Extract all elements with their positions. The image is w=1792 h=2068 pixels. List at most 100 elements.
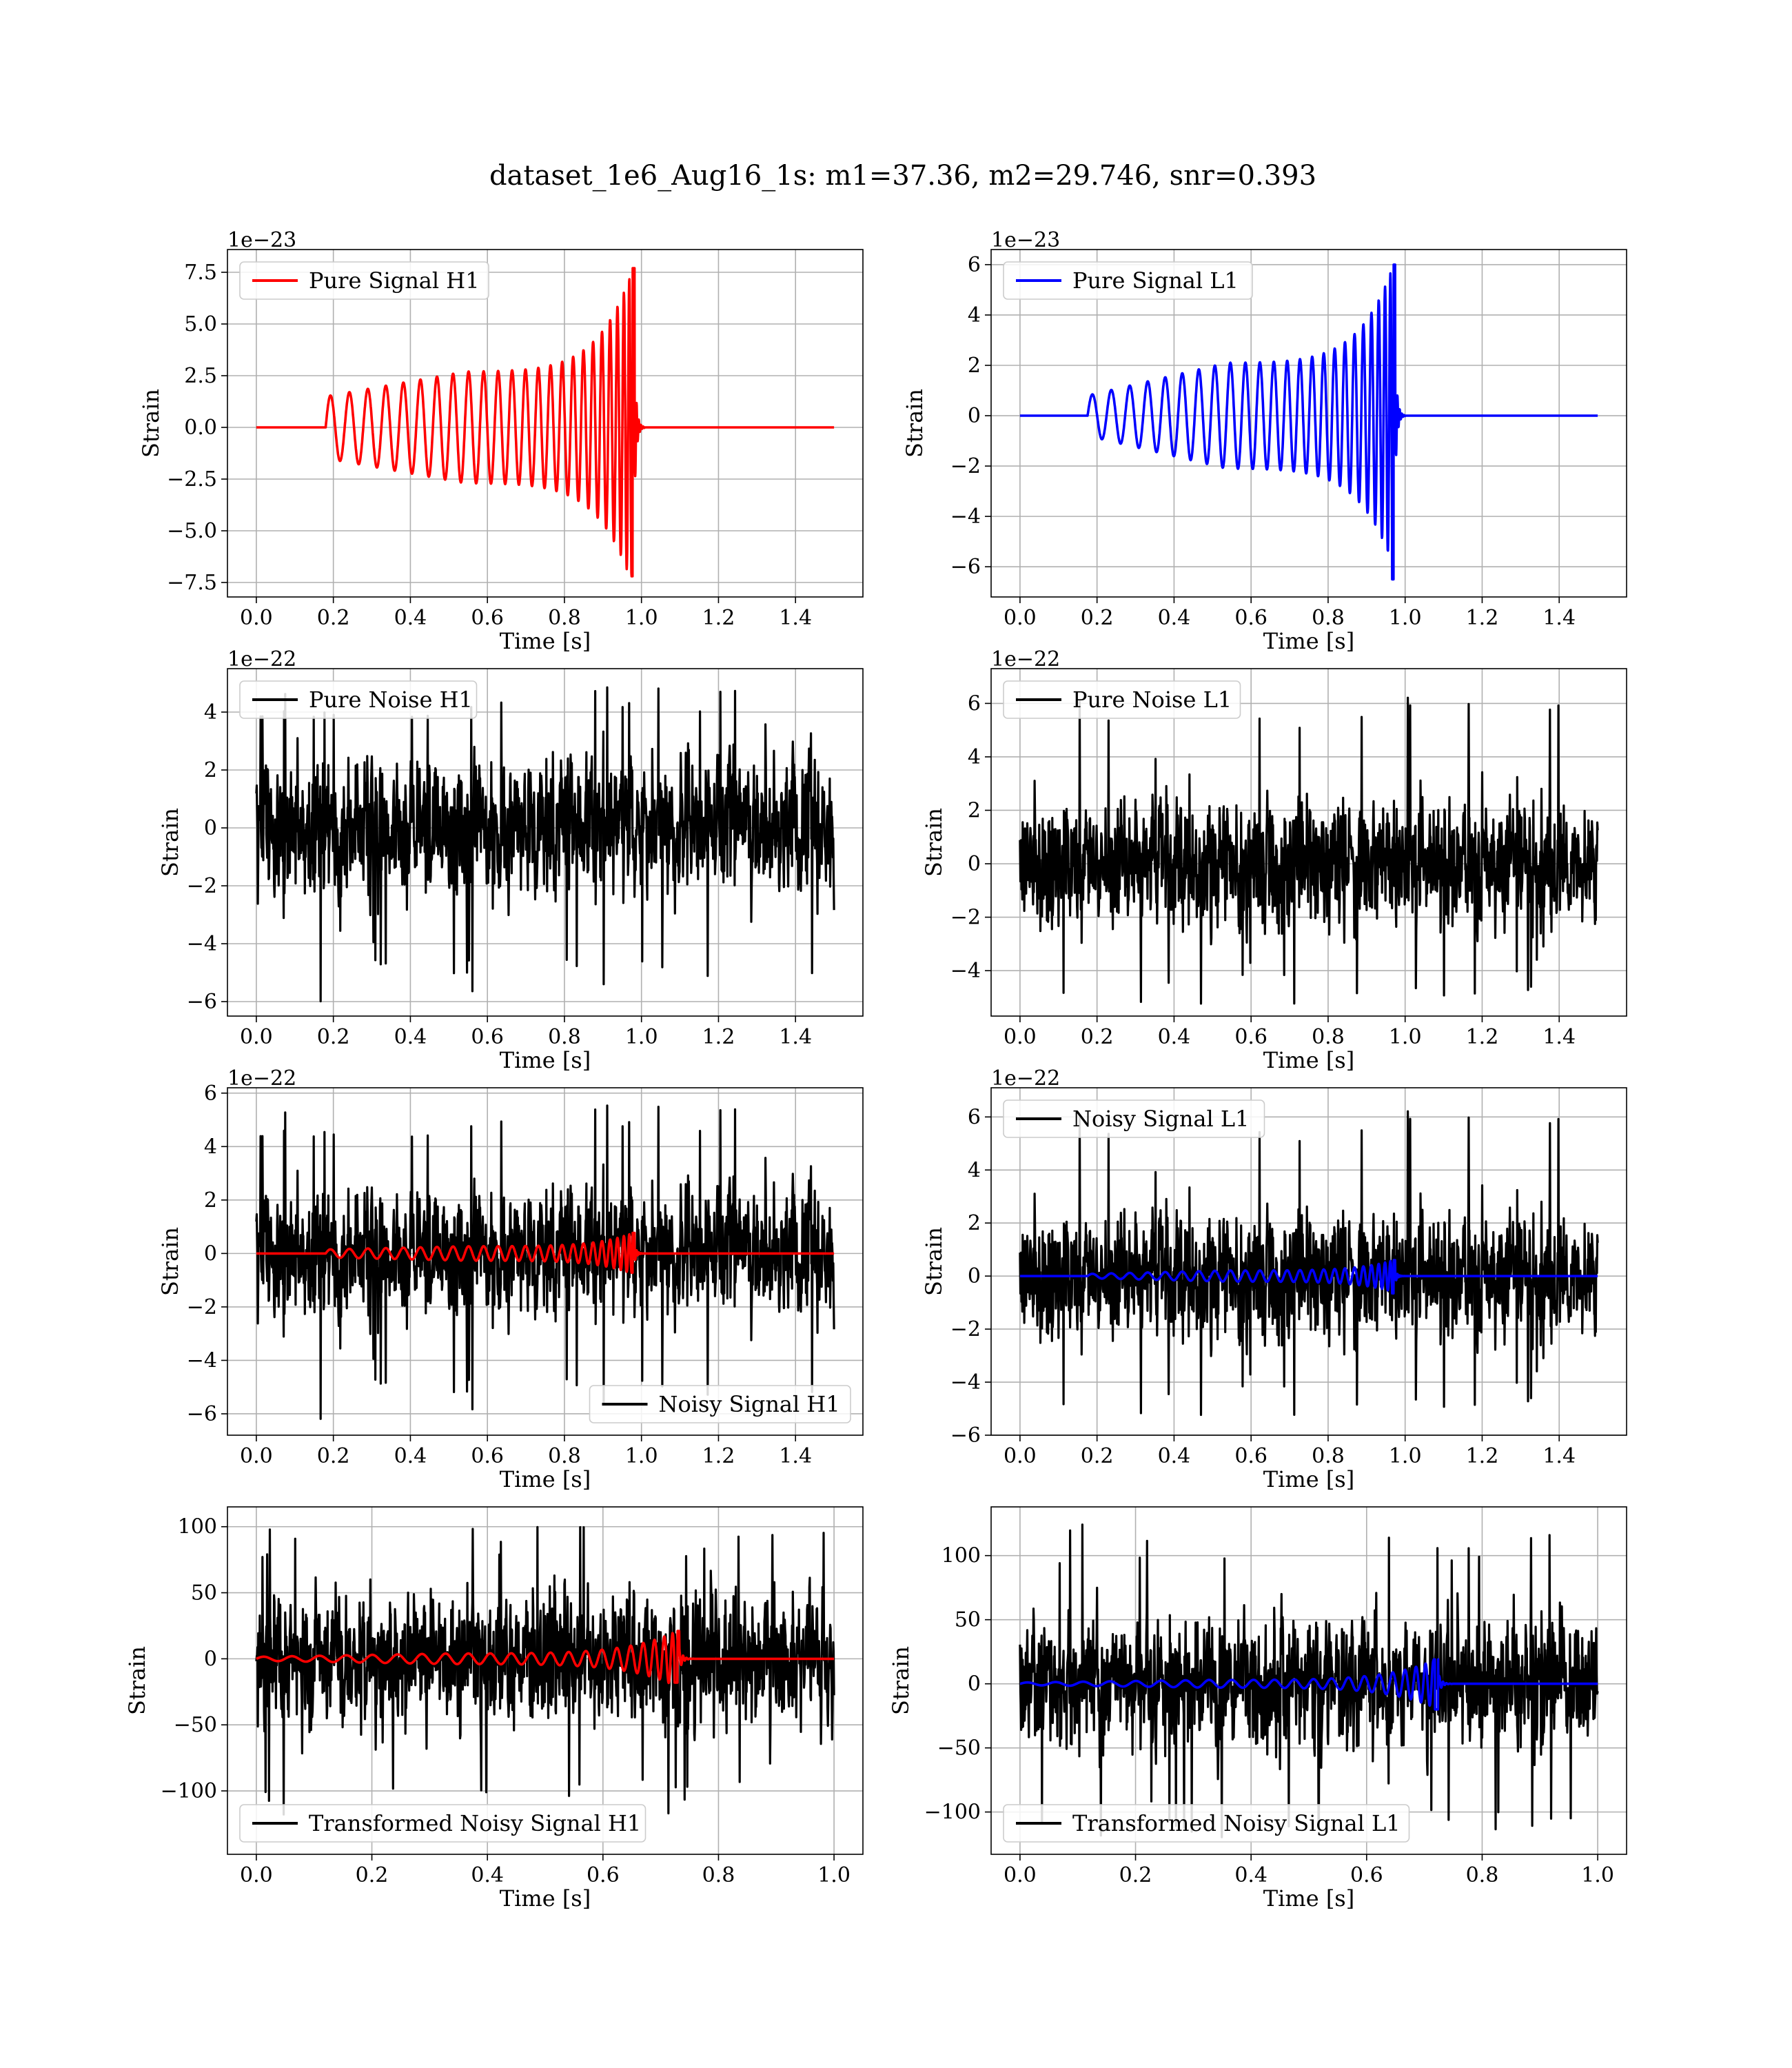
legend-box bbox=[1003, 1099, 1265, 1138]
x-tick-label: 0.8 bbox=[1312, 1025, 1345, 1049]
x-tick-label: 1.4 bbox=[1542, 1025, 1576, 1049]
x-tick-label: 0.8 bbox=[1312, 606, 1345, 630]
plot-area bbox=[1019, 263, 1599, 581]
series-line-noisy-signal-l1 bbox=[1019, 1110, 1599, 1417]
y-tick-label: 0 bbox=[968, 1264, 981, 1288]
y-tick-label: −6 bbox=[950, 1423, 981, 1448]
plot-area bbox=[255, 1104, 835, 1420]
y-axis-label: Strain bbox=[921, 808, 947, 877]
x-tick-label: 0.8 bbox=[548, 606, 581, 630]
x-tick-label: 0.4 bbox=[471, 1863, 504, 1887]
legend-box bbox=[1003, 261, 1253, 300]
x-tick-label: 0.2 bbox=[1081, 1444, 1114, 1468]
x-tick-label: 1.2 bbox=[1466, 1025, 1499, 1049]
x-tick-label: 1.4 bbox=[779, 1444, 812, 1468]
subplot-pure-noise-h1: 0.0 0.2 0.4 0.6 0.8 1.0 1.2 1.4 −6 −4 −2 0 2 4 Time [s… bbox=[157, 647, 864, 1073]
x-tick-label: 1.4 bbox=[1542, 1444, 1576, 1468]
x-tick-label: 0.8 bbox=[702, 1863, 735, 1887]
x-tick-label: 0.4 bbox=[394, 1025, 427, 1049]
plot-area bbox=[1019, 1523, 1599, 1838]
y-tick-label: −2 bbox=[950, 906, 981, 930]
x-tick-label: 0.8 bbox=[548, 1444, 581, 1468]
x-tick-label: 0.2 bbox=[317, 606, 350, 630]
y-tick-label: −6 bbox=[187, 990, 217, 1014]
y-tick-label: 2 bbox=[968, 1211, 981, 1235]
x-tick-label: 0.2 bbox=[317, 1444, 350, 1468]
legend-box bbox=[1003, 1804, 1410, 1843]
y-tick-label: −2 bbox=[187, 874, 217, 898]
x-tick-label: 0.4 bbox=[1158, 1025, 1191, 1049]
x-tick-label: 1.2 bbox=[1466, 1444, 1499, 1468]
y-tick-label: 6 bbox=[968, 691, 981, 716]
y-tick-label: 4 bbox=[968, 1158, 981, 1182]
plot-area bbox=[255, 267, 835, 578]
y-tick-label: 4 bbox=[204, 1135, 217, 1159]
y-tick-label: 2 bbox=[968, 798, 981, 822]
y-tick-label: 7.5 bbox=[184, 261, 217, 285]
legend-label: Transformed Noisy Signal L1 bbox=[1072, 1810, 1401, 1836]
y-tick-label: −7.5 bbox=[167, 571, 217, 595]
x-tick-label: 0.0 bbox=[240, 606, 273, 630]
legend-box bbox=[1003, 680, 1241, 719]
subplot-pure-signal-l1: 0.0 0.2 0.4 0.6 0.8 1.0 1.2 1.4 −6 −4 −2 0 2 4 6 Time [… bbox=[902, 228, 1627, 654]
axes-frame bbox=[990, 668, 1627, 1017]
series-line-chirp bbox=[255, 1231, 835, 1275]
y-tick-label: 100 bbox=[178, 1515, 217, 1539]
axis-offset-text: 1e−23 bbox=[227, 228, 296, 252]
plot-area bbox=[255, 686, 835, 1003]
y-tick-label: 4 bbox=[968, 745, 981, 769]
x-axis-label: Time [s] bbox=[1263, 628, 1354, 654]
grid bbox=[991, 669, 1627, 1016]
y-tick-label: 0 bbox=[204, 1647, 217, 1671]
x-tick-label: 1.2 bbox=[702, 1025, 735, 1049]
y-tick-label: −2 bbox=[950, 1317, 981, 1341]
x-tick-label: 1.0 bbox=[817, 1863, 851, 1887]
axes-frame bbox=[227, 1087, 864, 1436]
x-tick-label: 0.6 bbox=[587, 1863, 620, 1887]
x-tick-label: 1.2 bbox=[702, 1444, 735, 1468]
y-tick-label: 50 bbox=[191, 1581, 217, 1605]
y-tick-label: −50 bbox=[937, 1736, 981, 1761]
x-tick-label: 0.4 bbox=[1158, 606, 1191, 630]
legend: Noisy Signal L1 bbox=[1003, 1099, 1265, 1138]
plot-area bbox=[1019, 696, 1599, 1005]
legend-label: Noisy Signal H1 bbox=[659, 1391, 840, 1417]
x-tick-label: 0.4 bbox=[394, 1444, 427, 1468]
x-tick-label: 1.4 bbox=[779, 606, 812, 630]
y-tick-label: 50 bbox=[955, 1608, 981, 1632]
figure-suptitle: dataset_1e6_Aug16_1s: m1=37.36, m2=29.74… bbox=[489, 160, 1316, 192]
y-axis-label: Strain bbox=[157, 808, 183, 877]
x-tick-label: 0.6 bbox=[1234, 1444, 1267, 1468]
axes-frame bbox=[227, 668, 864, 1017]
y-tick-label: 6 bbox=[968, 253, 981, 277]
x-tick-label: 1.0 bbox=[1389, 1025, 1422, 1049]
series-line-noisy-signal-h1 bbox=[255, 1104, 835, 1420]
x-tick-label: 0.4 bbox=[1234, 1863, 1267, 1887]
y-tick-label: −100 bbox=[924, 1801, 981, 1825]
axis-offset-text: 1e−23 bbox=[991, 228, 1060, 252]
y-tick-label: −4 bbox=[950, 959, 981, 983]
x-tick-label: 0.8 bbox=[548, 1025, 581, 1049]
axes-frame bbox=[990, 249, 1627, 598]
y-axis-label: Strain bbox=[124, 1646, 150, 1715]
series-line-pure-signal-l1 bbox=[1019, 263, 1599, 581]
x-tick-label: 0.6 bbox=[471, 606, 504, 630]
legend-box bbox=[589, 1385, 851, 1423]
legend-label: Pure Noise L1 bbox=[1072, 687, 1232, 713]
subplot-transformed-noisy-signal-l1: 0.0 0.2 0.4 0.6 0.8 1.0 −100 −50 0 50 100 Time [s] S… bbox=[888, 1506, 1627, 1912]
y-tick-label: 0 bbox=[968, 404, 981, 428]
x-tick-label: 0.0 bbox=[1004, 1863, 1037, 1887]
legend-box bbox=[239, 1804, 646, 1843]
series-line-chirp bbox=[255, 1630, 835, 1685]
series-line-transformed-noisy-signal-h1 bbox=[255, 1525, 835, 1816]
y-tick-label: 0 bbox=[204, 1241, 217, 1266]
axis-offset-text: 1e−22 bbox=[227, 647, 296, 671]
y-tick-label: 0 bbox=[968, 1672, 981, 1696]
legend: Noisy Signal H1 bbox=[589, 1385, 851, 1423]
y-tick-label: 2.5 bbox=[184, 364, 217, 388]
x-tick-label: 0.0 bbox=[1004, 1444, 1037, 1468]
x-axis-label: Time [s] bbox=[500, 1047, 591, 1073]
x-tick-label: 0.0 bbox=[240, 1025, 273, 1049]
y-tick-label: −6 bbox=[950, 555, 981, 579]
